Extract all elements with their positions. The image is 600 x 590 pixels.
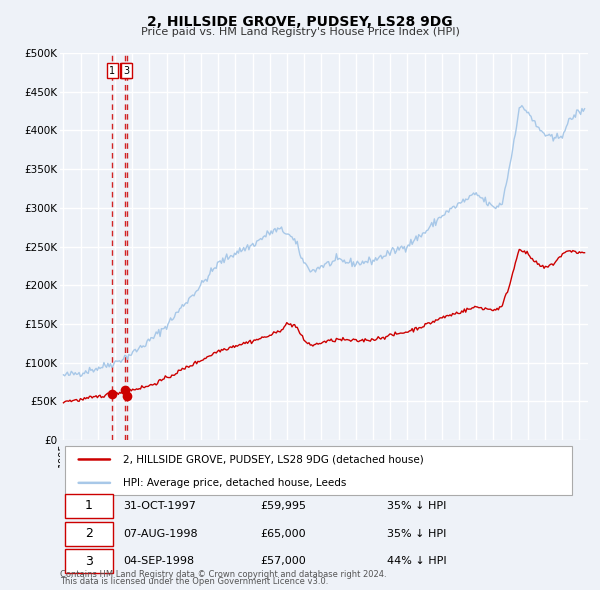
FancyBboxPatch shape [65, 549, 113, 573]
Text: 3: 3 [124, 65, 130, 76]
FancyBboxPatch shape [65, 494, 113, 518]
Text: 35% ↓ HPI: 35% ↓ HPI [388, 501, 447, 511]
Text: This data is licensed under the Open Government Licence v3.0.: This data is licensed under the Open Gov… [60, 577, 328, 586]
Text: 07-AUG-1998: 07-AUG-1998 [124, 529, 198, 539]
Text: 3: 3 [85, 555, 93, 568]
Text: £65,000: £65,000 [260, 529, 306, 539]
FancyBboxPatch shape [65, 445, 572, 495]
Text: 1: 1 [85, 500, 93, 513]
Text: 31-OCT-1997: 31-OCT-1997 [124, 501, 196, 511]
Text: 35% ↓ HPI: 35% ↓ HPI [388, 529, 447, 539]
Text: 44% ↓ HPI: 44% ↓ HPI [388, 556, 447, 566]
FancyBboxPatch shape [65, 522, 113, 546]
Text: 2: 2 [85, 527, 93, 540]
Text: HPI: Average price, detached house, Leeds: HPI: Average price, detached house, Leed… [124, 478, 347, 488]
Text: Contains HM Land Registry data © Crown copyright and database right 2024.: Contains HM Land Registry data © Crown c… [60, 570, 386, 579]
Text: Price paid vs. HM Land Registry's House Price Index (HPI): Price paid vs. HM Land Registry's House … [140, 27, 460, 37]
Text: 04-SEP-1998: 04-SEP-1998 [124, 556, 194, 566]
Text: 2: 2 [122, 65, 128, 76]
Text: 2, HILLSIDE GROVE, PUDSEY, LS28 9DG (detached house): 2, HILLSIDE GROVE, PUDSEY, LS28 9DG (det… [124, 454, 424, 464]
Text: £59,995: £59,995 [260, 501, 307, 511]
Text: 2, HILLSIDE GROVE, PUDSEY, LS28 9DG: 2, HILLSIDE GROVE, PUDSEY, LS28 9DG [147, 15, 453, 29]
Text: £57,000: £57,000 [260, 556, 307, 566]
Text: 1: 1 [109, 65, 115, 76]
